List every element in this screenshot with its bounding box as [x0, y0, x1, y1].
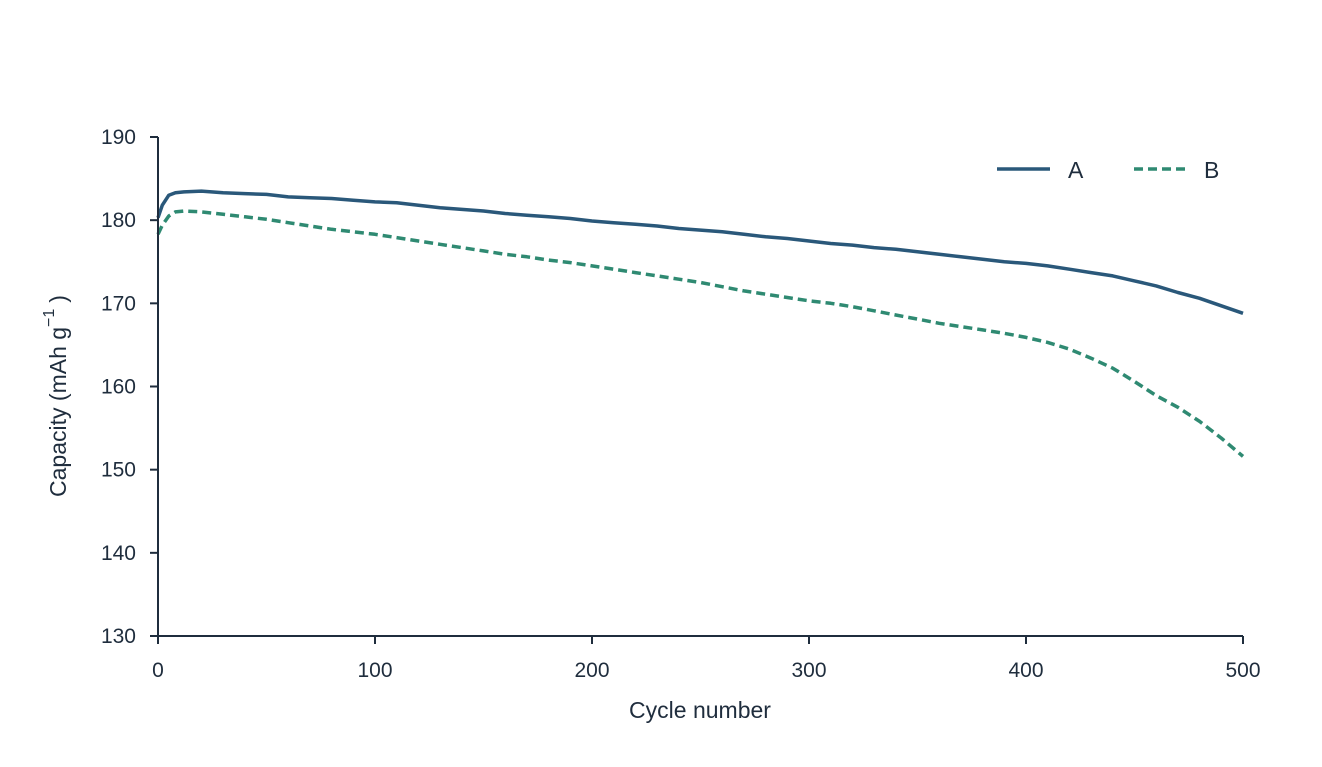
- x-tick-label: 100: [357, 659, 392, 682]
- legend-item-a: A: [997, 157, 1084, 183]
- y-tick-label: 140: [101, 542, 136, 565]
- x-ticks: 0 100 200 300 400 500: [152, 636, 1261, 682]
- x-tick-label: 200: [574, 659, 609, 682]
- y-tick-label: 150: [101, 459, 136, 482]
- y-tick-label: 180: [101, 209, 136, 232]
- y-tick-label: 190: [101, 126, 136, 149]
- x-tick-label: 300: [791, 659, 826, 682]
- y-tick-label: 160: [101, 376, 136, 399]
- y-axis-title-superscript: −1: [41, 309, 58, 327]
- axes: [157, 137, 1243, 637]
- x-tick-label: 400: [1008, 659, 1043, 682]
- y-axis-title: Capacity (mAh g−1): [41, 295, 71, 497]
- x-tick-label: 500: [1225, 659, 1260, 682]
- legend-label-b: B: [1204, 157, 1219, 183]
- legend-label-a: A: [1068, 157, 1084, 183]
- y-tick-label: 130: [101, 625, 136, 648]
- x-tick-label: 0: [152, 659, 164, 682]
- series-line-b: [156, 209, 1245, 458]
- y-tick-label: 170: [101, 292, 136, 315]
- y-ticks: 130 140 150 160 170 180 190: [101, 126, 158, 648]
- series-line-a: [156, 189, 1244, 315]
- plot-lines: [156, 189, 1245, 458]
- x-axis-title: Cycle number: [629, 697, 771, 723]
- legend-item-b: B: [1134, 157, 1219, 183]
- y-axis-title-main: Capacity (mAh g: [45, 327, 71, 497]
- legend: A B: [997, 157, 1219, 183]
- y-axis-title-close: ): [45, 295, 71, 303]
